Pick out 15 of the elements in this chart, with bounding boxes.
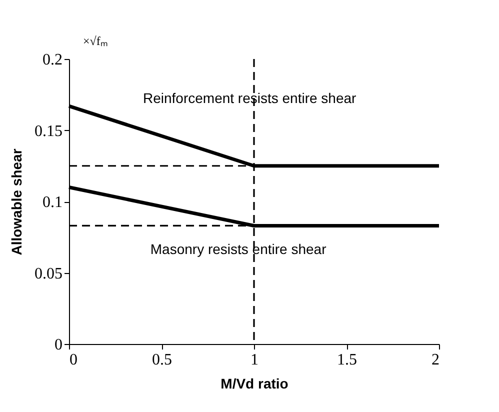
x-axis-title: M/Vd ratio xyxy=(220,376,288,392)
text: ×√fₘ xyxy=(83,34,108,48)
y-axis-title: Allowable shear xyxy=(8,148,24,256)
annotation: Reinforcement resists entire shear xyxy=(143,90,357,106)
y-tick-label: 0.05 xyxy=(34,265,62,282)
y-tick-label: 0.1 xyxy=(42,194,62,211)
y-tick-label: 0.2 xyxy=(42,52,62,68)
x-tick-label: 1 xyxy=(250,352,258,368)
x-tick-label: 0.5 xyxy=(152,352,172,368)
y-tick-label: 0.15 xyxy=(34,122,62,140)
annotation: Masonry resists entire shear xyxy=(150,240,327,257)
x-tick-label: 2 xyxy=(432,352,440,368)
y-tick-label: 0 xyxy=(54,336,62,354)
x-tick-label: 1.5 xyxy=(337,352,357,368)
x-tick-label: 0 xyxy=(70,352,78,368)
